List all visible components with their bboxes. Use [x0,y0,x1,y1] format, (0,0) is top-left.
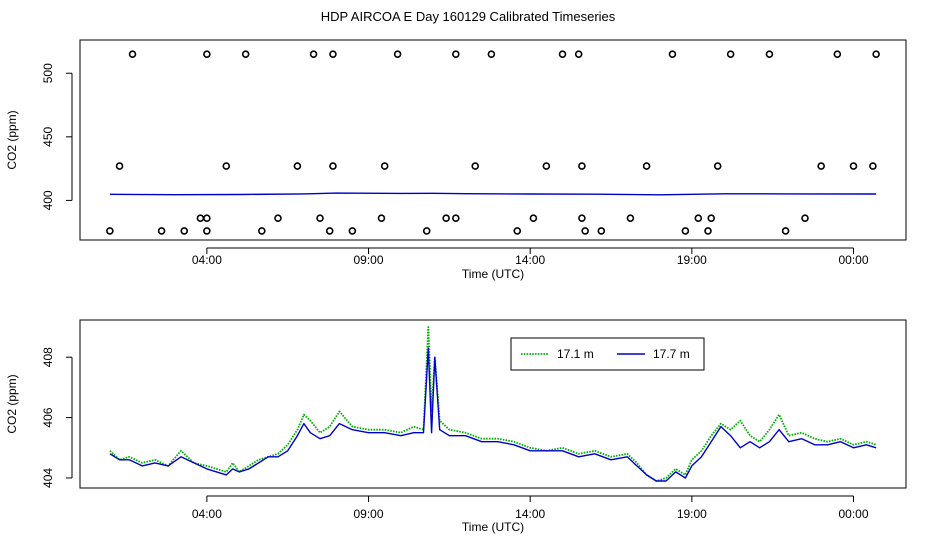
y-tick-label: 406 [41,407,55,427]
data-point [452,214,460,222]
x-axis-label: Time (UTC) [462,267,524,281]
y-tick-label: 450 [41,126,55,146]
data-point [529,214,538,222]
plot-area-1 [106,50,880,235]
data-point [380,162,389,170]
data-point [542,162,551,170]
data-point [471,162,480,170]
data-point [578,162,586,170]
data-point [681,227,690,235]
data-point [849,162,858,170]
data-point [713,162,722,170]
x-tick-label: 04:00 [192,253,222,267]
data-point [222,162,231,170]
data-point [642,162,651,170]
data-point [869,162,877,170]
data-point [393,50,402,58]
x-tick-label: 04:00 [192,507,222,521]
data-point [258,227,266,235]
data-point [377,214,386,222]
data-point [180,227,189,235]
data-point [487,50,496,58]
series-line-17-1-m [109,326,877,482]
data-point [422,227,431,235]
data-point [704,227,712,235]
x-axis-label: Time (UTC) [462,520,524,534]
data-point [694,214,703,222]
legend-label: 17.1 m [557,347,594,361]
data-point [203,227,211,235]
data-point [578,214,586,222]
data-point [801,214,809,222]
data-point [203,214,211,222]
data-point [196,214,205,222]
data-point [309,50,318,58]
data-point [872,50,880,58]
data-point [668,50,677,58]
data-point [513,227,522,235]
x-tick-label: 19:00 [677,507,707,521]
data-point [106,227,114,235]
x-tick-label: 09:00 [354,253,384,267]
data-point [241,50,250,58]
x-tick-label: 19:00 [677,253,707,267]
data-point [128,50,137,58]
plot-area-2 [109,326,877,482]
x-tick-label: 14:00 [515,253,545,267]
x-tick-label: 09:00 [354,507,384,521]
series-line-0 [109,192,877,196]
data-point [329,162,337,170]
data-point [781,227,790,235]
x-tick-label: 00:00 [838,507,868,521]
x-tick-label: 14:00 [515,507,545,521]
data-point [558,50,567,58]
y-tick-label: 408 [41,347,55,367]
data-point [293,162,302,170]
data-point [203,50,211,58]
data-point [817,162,825,170]
data-point [765,50,774,58]
data-point [707,214,716,222]
data-point [329,50,337,58]
data-point [157,227,166,235]
data-point [325,227,334,235]
data-point [597,227,606,235]
data-point [115,162,124,170]
plot-frame-2 [79,319,907,489]
y-tick-label: 400 [41,190,55,210]
data-point [574,50,583,58]
data-point [274,214,282,222]
page-title: HDP AIRCOA E Day 160129 Calibrated Times… [320,9,616,24]
series-line-17-7-m [109,347,877,482]
y-tick-label: 404 [41,468,55,488]
data-point [726,50,735,58]
data-point [833,50,842,58]
y-tick-label: 500 [41,63,55,83]
y-axis-label: CO2 (ppm) [5,110,19,169]
plot-frame-1 [79,39,907,241]
data-point [316,214,324,222]
legend-box [510,337,705,371]
data-point [348,227,357,235]
data-point [626,214,635,222]
legend-label: 17.7 m [653,347,690,361]
data-point [581,227,589,235]
data-point [452,50,460,58]
y-axis-label: CO2 (ppm) [5,374,19,433]
data-point [442,214,450,222]
x-tick-label: 00:00 [838,253,868,267]
